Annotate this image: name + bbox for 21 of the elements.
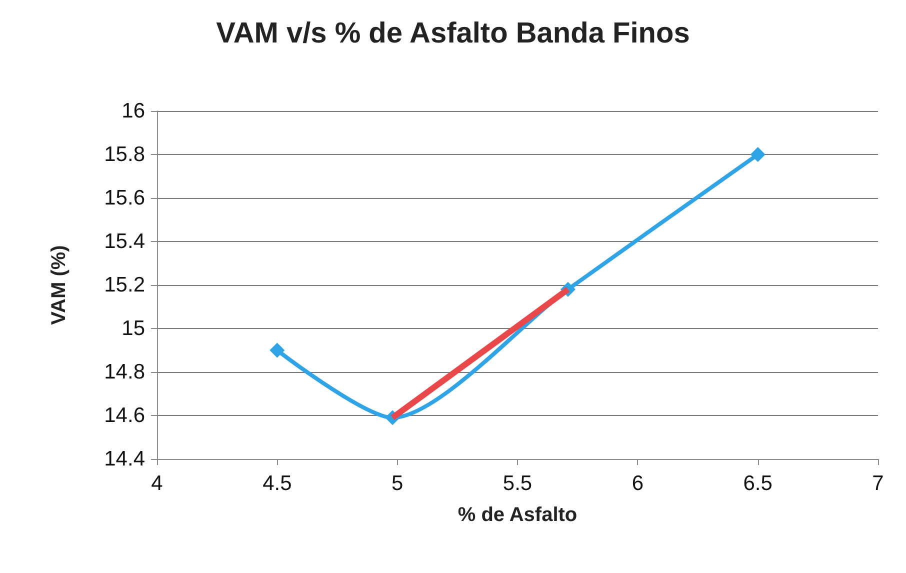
y-tick-label: 15.8 (104, 143, 145, 166)
chart-title: VAM v/s % de Asfalto Banda Finos (216, 18, 690, 50)
y-tick-label: 15 (122, 317, 145, 340)
point (750, 147, 766, 162)
y-axis-title: VAM (%) (48, 245, 70, 325)
x-axis-title: % de Asfalto (458, 504, 578, 526)
y-tick-label: 15.2 (104, 274, 145, 296)
x-tick-label: 5 (391, 472, 404, 495)
x-tick-label: 5.5 (502, 472, 532, 495)
y-tick-label: 14.4 (104, 448, 146, 470)
y-tick-label: 14.6 (104, 404, 145, 427)
x-tick-label: 7 (872, 472, 884, 495)
point (270, 342, 285, 358)
x-tick-label: 4 (151, 472, 164, 495)
y-tick-label: 16 (122, 100, 145, 122)
y-tick-label: 15.6 (104, 186, 145, 210)
x-tick-label: 6.5 (743, 472, 772, 495)
y-tick-label: 15.4 (104, 230, 146, 253)
y-tick-label: 14.8 (104, 360, 145, 384)
x-tick-label: 6 (632, 472, 644, 495)
x-tick-label: 4.5 (262, 472, 292, 495)
